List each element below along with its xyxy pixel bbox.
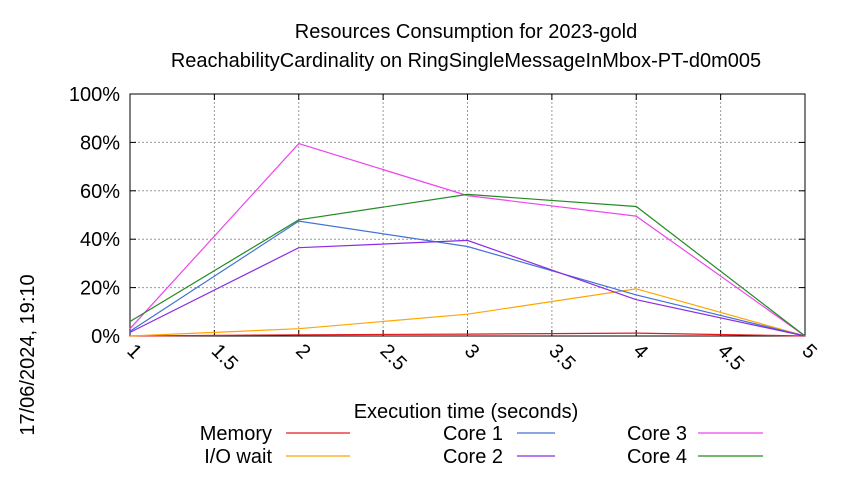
legend-label-memory: Memory: [200, 423, 272, 445]
x-tick-label: 4: [629, 340, 652, 363]
axis-layer: 1 1.5 2 2.5 3 3.5 4 4.5 5 0% 20% 40% 60% 80% 100%: [69, 84, 821, 375]
y-tick-label: 80%: [80, 132, 120, 154]
legend-label-i-o-wait: I/O wait: [204, 446, 272, 468]
y-tick-label: 20%: [80, 278, 120, 300]
series-line-core-2: [129, 239, 806, 337]
chart-subtitle: ReachabilityCardinality on RingSingleMes…: [171, 50, 761, 72]
x-tick-label: 5: [797, 340, 820, 363]
x-tick-label: 3: [460, 340, 483, 363]
x-axis-label: Execution time (seconds): [354, 401, 579, 423]
x-tick-label: 4.5: [713, 340, 748, 375]
legend-label-core-2: Core 2: [443, 446, 503, 468]
series-line-i-o-wait: [129, 288, 806, 337]
x-tick-label: 1: [122, 340, 145, 363]
x-tick-label: 3.5: [544, 340, 579, 375]
y-tick-label: 40%: [80, 229, 120, 251]
chart-title: Resources Consumption for 2023-gold: [295, 21, 637, 43]
timestamp-label: 17/06/2024, 19:10: [17, 274, 39, 435]
y-tick-label: 0%: [91, 326, 120, 348]
series-line-core-4: [129, 193, 806, 337]
series-line-memory: [129, 332, 806, 337]
legend-label-core-4: Core 4: [627, 446, 687, 468]
series-line-core-1: [129, 220, 806, 337]
legend-label-core-1: Core 1: [443, 423, 503, 445]
x-tick-label: 1.5: [207, 340, 242, 375]
series-layer: [129, 142, 806, 337]
x-tick-label: 2.5: [376, 340, 411, 375]
grid-layer: [130, 94, 805, 336]
series-line-core-3: [129, 142, 806, 337]
x-tick-label: 2: [291, 340, 314, 363]
legend-label-core-3: Core 3: [627, 423, 687, 445]
y-tick-label: 60%: [80, 181, 120, 203]
y-tick-label: 100%: [69, 84, 120, 106]
